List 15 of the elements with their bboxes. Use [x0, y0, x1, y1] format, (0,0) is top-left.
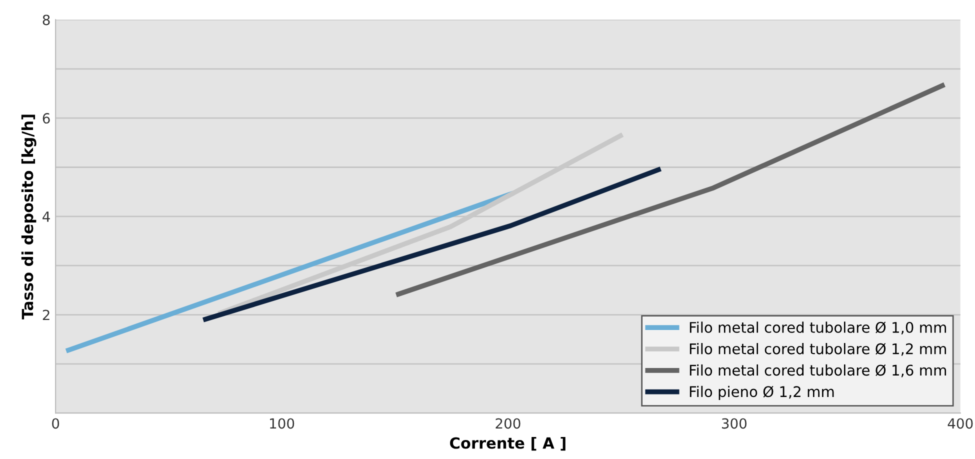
y-tick-label: 4: [42, 212, 50, 222]
y-axis-title: Tasso di deposito [kg/h]: [21, 114, 36, 320]
x-tick-label: 300: [722, 418, 747, 429]
x-tick-label: 0: [52, 418, 60, 429]
legend-label: Filo metal cored tubolare Ø 1,0 mm: [690, 322, 946, 334]
y-tick-label: 6: [42, 113, 50, 124]
x-tick-label: 100: [270, 418, 294, 429]
legend-label: Filo metal cored tubolare Ø 1,6 mm: [690, 364, 946, 378]
x-tick-label: 400: [948, 418, 973, 429]
x-axis-title: Corrente [ A ]: [450, 436, 566, 451]
legend-label: Filo metal cored tubolare Ø 1,2 mm: [690, 343, 946, 356]
y-tick-label: 8: [42, 14, 50, 26]
y-tick-label: 2: [42, 310, 50, 320]
x-tick-label: 200: [496, 418, 520, 429]
legend-label: Filo pieno Ø 1,2 mm: [690, 386, 834, 400]
